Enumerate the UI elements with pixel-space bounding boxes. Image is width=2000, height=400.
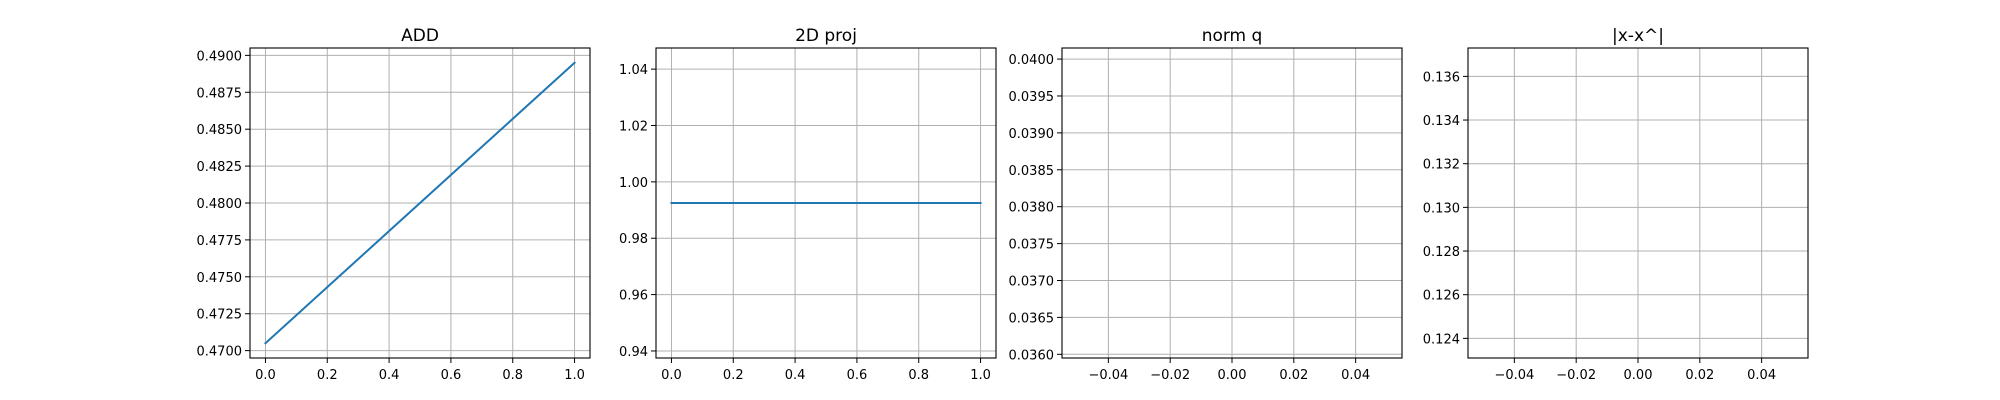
y-tick-label: 0.0400 [1009, 53, 1055, 68]
x-tick-label: 0.04 [1747, 368, 1776, 383]
y-tick-label: 0.96 [619, 289, 648, 304]
x-tick-label: −0.02 [1150, 368, 1190, 383]
y-tick-label: 0.0370 [1009, 275, 1055, 290]
y-tick-label: 0.0375 [1009, 238, 1055, 253]
subplot-title: norm q [1202, 26, 1263, 46]
grid [1468, 48, 1808, 358]
y-tick-label: 0.4850 [197, 123, 243, 138]
grid [1062, 48, 1402, 358]
y-tick-label: 0.4800 [197, 197, 243, 212]
x-tick-label: 0.02 [1279, 368, 1308, 383]
series-line [264, 61, 576, 345]
y-tick-label: 0.98 [619, 232, 648, 247]
y-tick-label: 0.0395 [1009, 90, 1055, 105]
y-tick-label: 0.0380 [1009, 201, 1055, 216]
y-tick-label: 0.4900 [197, 49, 243, 64]
y-tick-label: 0.124 [1423, 332, 1460, 347]
y-tick-label: 0.4825 [197, 160, 243, 175]
y-tick-label: 0.0365 [1009, 311, 1055, 326]
y-tick-label: 0.4775 [197, 234, 243, 249]
x-tick-label: −0.04 [1088, 368, 1128, 383]
x-tick-label: 0.00 [1218, 368, 1247, 383]
x-tick-label: 1.0 [564, 368, 585, 383]
subplot-title: 2D proj [795, 26, 857, 46]
y-tick-label: 0.136 [1423, 70, 1460, 85]
x-tick-label: 0.6 [441, 368, 462, 383]
y-tick-label: 0.134 [1423, 114, 1460, 129]
x-tick-label: −0.04 [1494, 368, 1534, 383]
x-tick-label: 0.02 [1685, 368, 1714, 383]
x-tick-label: 0.8 [502, 368, 523, 383]
x-tick-label: −0.02 [1556, 368, 1596, 383]
x-tick-label: 0.0 [661, 368, 682, 383]
y-tick-label: 1.00 [619, 176, 648, 191]
y-tick-label: 0.4700 [197, 345, 243, 360]
y-tick-label: 0.0385 [1009, 164, 1055, 179]
x-tick-label: 0.2 [723, 368, 744, 383]
y-tick-label: 0.128 [1423, 245, 1460, 260]
x-tick-label: 0.2 [317, 368, 338, 383]
subplot-x-minus-xhat: |x-x^| −0.04 −0.02 0.00 0.02 0.04 0.124 0.126 0… [1423, 26, 1809, 383]
y-tick-label: 0.126 [1423, 289, 1460, 304]
x-tick-label: 0.8 [908, 368, 929, 383]
y-tick-label: 0.132 [1423, 158, 1460, 173]
y-tick-label: 1.04 [619, 63, 648, 78]
y-tick-label: 0.94 [619, 345, 648, 360]
subplot-title: ADD [401, 26, 439, 46]
x-tick-label: 0.04 [1341, 368, 1370, 383]
y-tick-label: 0.4725 [197, 308, 243, 323]
y-tick-label: 0.4875 [197, 86, 243, 101]
subplot-add: ADD 0.0 0.2 0.4 0.6 0.8 1.0 0.4700 0.4725 0.4750… [197, 26, 591, 383]
y-tick-label: 0.4750 [197, 271, 243, 286]
y-tick-label: 0.0360 [1009, 348, 1055, 363]
axes-frame [655, 47, 997, 359]
subplot-title: |x-x^| [1612, 26, 1664, 46]
x-tick-label: 0.0 [255, 368, 276, 383]
x-tick-label: 1.0 [970, 368, 991, 383]
y-tick-label: 0.130 [1423, 201, 1460, 216]
x-tick-label: 0.4 [379, 368, 400, 383]
x-tick-label: 0.00 [1624, 368, 1653, 383]
x-tick-label: 0.6 [847, 368, 868, 383]
x-tick-label: 0.4 [785, 368, 806, 383]
y-tick-label: 1.02 [619, 120, 648, 135]
grid [250, 48, 590, 358]
y-tick-label: 0.0390 [1009, 127, 1055, 142]
subplot-2d-proj: 2D proj 0.0 0.2 0.4 0.6 0.8 1.0 0.94 0.96 0.98 1.… [619, 26, 997, 383]
subplot-norm-q: norm q −0.04 −0.02 0.00 0.02 0.04 0.0360 0.036… [1009, 26, 1403, 383]
